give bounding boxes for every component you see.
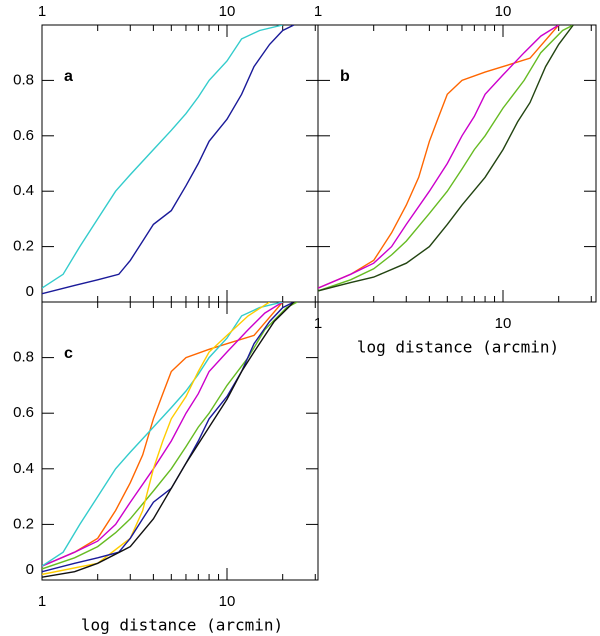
x-tick-label: 1	[38, 3, 46, 20]
x-tick-label: 1	[38, 593, 46, 610]
cdf-line	[318, 25, 560, 289]
panel-label: a	[64, 68, 73, 85]
cdf-line	[42, 25, 283, 289]
x-axis-label: log distance (arcmin)	[81, 616, 283, 635]
y-tick-label: 0	[26, 561, 34, 578]
y-tick-label: 0.2	[13, 515, 34, 532]
y-tick-label: 0.4	[13, 460, 34, 477]
cdf-line	[318, 25, 574, 292]
plot-frame	[41, 301, 319, 581]
x-tick-label: 10	[495, 315, 512, 332]
x-tick-label: 10	[219, 593, 236, 610]
x-axis-label: log distance (arcmin)	[357, 338, 559, 357]
panel-label: c	[64, 345, 73, 362]
cdf-line	[318, 25, 560, 289]
cdf-line	[318, 25, 574, 292]
y-tick-label: 0.6	[13, 404, 34, 421]
plot-frame	[317, 24, 597, 303]
cdf-line	[42, 302, 298, 570]
x-tick-label: 10	[495, 3, 512, 20]
cdf-line	[42, 302, 284, 567]
x-tick-label: 10	[219, 3, 236, 20]
cdf-line	[42, 25, 295, 295]
cdf-line	[42, 302, 284, 567]
cdf-line	[42, 302, 283, 567]
y-tick-label: 0.6	[13, 127, 34, 144]
y-tick-label: 0.4	[13, 182, 34, 199]
y-tick-label: 0.8	[13, 349, 34, 366]
plot-frame	[41, 24, 319, 303]
x-tick-label: 1	[314, 3, 322, 20]
panel-label: b	[340, 68, 350, 85]
cdf-line	[42, 302, 295, 578]
y-tick-label: 0	[26, 283, 34, 300]
cdf-line	[42, 302, 295, 573]
y-tick-label: 0.2	[13, 238, 34, 255]
y-tick-label: 0.8	[13, 71, 34, 88]
